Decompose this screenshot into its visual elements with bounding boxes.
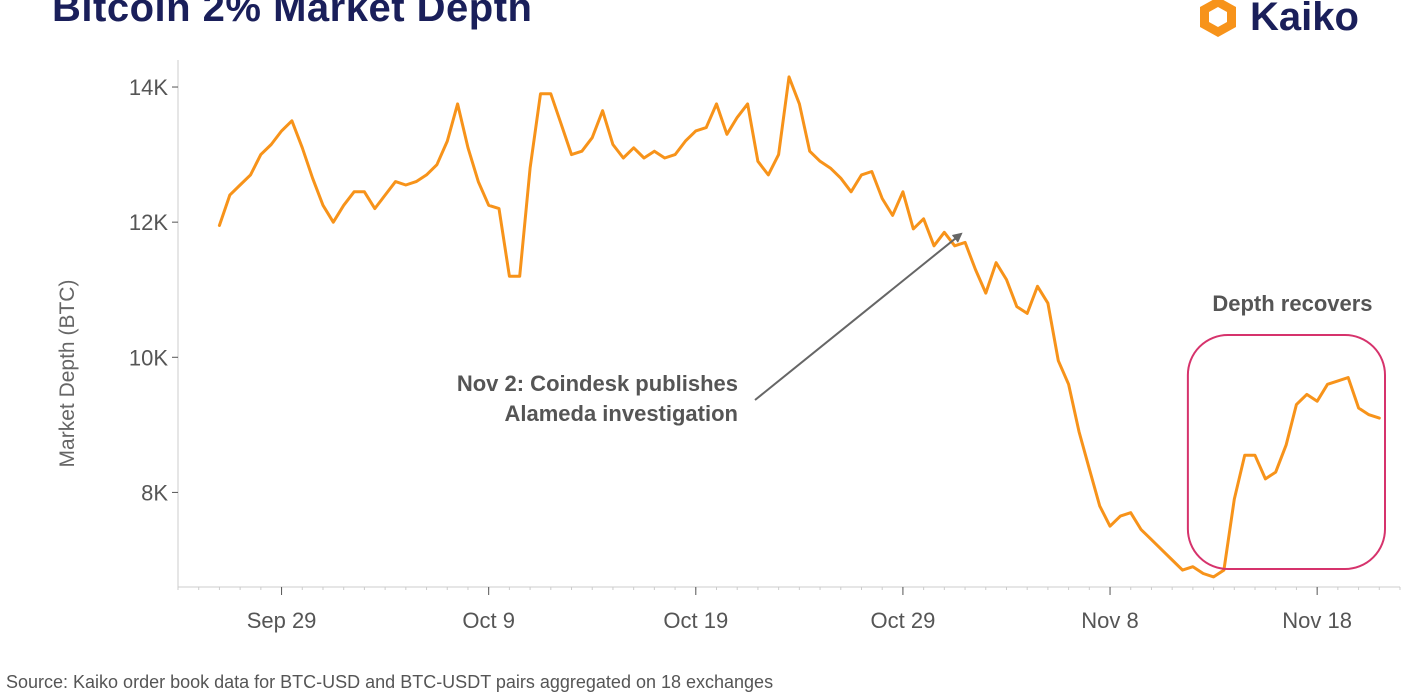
market-depth-chart: 8K 10K 12K 14K Sep 29 Oct 9 Oct 19 Oct 29 Nov 8 N… — [0, 60, 1420, 660]
annotation-coindesk-line: Nov 2: Coindesk publishes — [457, 371, 738, 396]
chart-svg: 8K 10K 12K 14K Sep 29 Oct 9 Oct 19 Oct 29 Nov 8 N… — [56, 60, 1401, 633]
kaiko-logo-icon — [1200, 0, 1236, 37]
series-line — [217, 75, 1381, 579]
chart-title: Bitcoin 2% Market Depth — [52, 0, 533, 30]
y-axis-label: Market Depth (BTC) — [56, 280, 79, 468]
y-tick-label: 14K — [129, 75, 168, 100]
annotation-coindesk-line: Alameda investigation — [504, 401, 738, 426]
y-tick-label: 10K — [129, 345, 168, 370]
x-tick-label: Nov 18 — [1282, 608, 1352, 633]
x-tick-label: Oct 9 — [462, 608, 515, 633]
source-note: Source: Kaiko order book data for BTC-US… — [6, 672, 774, 692]
kaiko-logo-text: Kaiko — [1250, 0, 1359, 39]
kaiko-logo: Kaiko — [1196, 0, 1420, 42]
y-tick-label: 8K — [141, 480, 168, 505]
x-tick-label: Sep 29 — [247, 608, 317, 633]
y-tick-label: 12K — [129, 210, 168, 235]
x-tick-label: Oct 19 — [663, 608, 728, 633]
annotation-coindesk: Nov 2: Coindesk publishes Alameda investi… — [457, 371, 738, 426]
annotation-arrow — [754, 232, 963, 401]
x-tick-label: Nov 8 — [1081, 608, 1138, 633]
annotation-depth-recovers: Depth recovers — [1212, 291, 1372, 316]
x-tick-label: Oct 29 — [871, 608, 936, 633]
highlight-box — [1186, 334, 1386, 570]
